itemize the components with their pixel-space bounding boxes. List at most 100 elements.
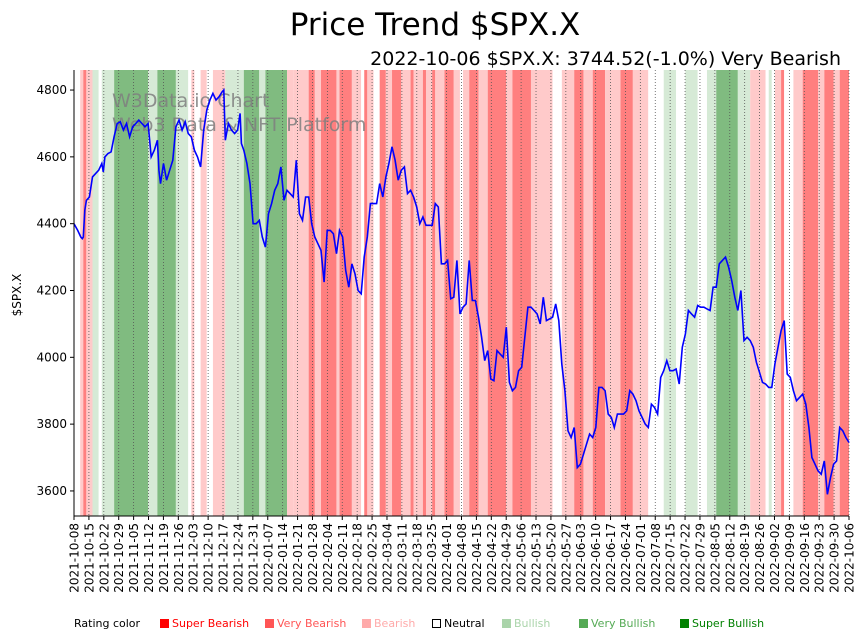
x-tick-label: 2021-12-10: [202, 523, 216, 593]
x-tick-label: 2021-11-26: [172, 523, 186, 593]
chart-subtitle: 2022-10-06 $SPX.X: 3744.52(-1.0%) Very B…: [370, 48, 841, 70]
rating-band-very-bearish: [444, 70, 454, 516]
rating-band-bearish: [506, 70, 513, 516]
x-tick-label: 2022-08-19: [738, 523, 752, 593]
x-tick-label: 2022-08-12: [723, 523, 737, 593]
x-tick-label: 2022-01-07: [261, 523, 275, 593]
rating-band-very-bearish: [308, 70, 315, 516]
rating-band-neutral: [697, 70, 707, 516]
watermark-line-1: W3Data.io Chart: [112, 90, 269, 112]
rating-band-bearish: [385, 70, 393, 516]
rating-band-bearish: [530, 70, 553, 516]
rating-band-neutral: [552, 70, 562, 516]
y-tick-label: 4800: [36, 83, 67, 97]
rating-band-bearish: [86, 70, 93, 516]
rating-band-bullish: [768, 70, 772, 516]
x-tick-label: 2022-04-01: [440, 523, 454, 593]
y-tick-label: 4400: [36, 217, 67, 231]
rating-band-neutral: [648, 70, 664, 516]
rating-band-bearish: [453, 70, 460, 516]
legend-item-bullish: Bullish: [502, 617, 550, 630]
rating-band-very-bearish: [487, 70, 507, 516]
x-tick-label: 2022-02-25: [366, 523, 380, 593]
x-tick-label: 2022-02-18: [351, 523, 365, 593]
x-tick-label: 2021-11-05: [127, 523, 141, 593]
rating-band-very-bearish: [379, 70, 386, 516]
rating-band-neutral: [373, 70, 380, 516]
rating-band-bearish: [293, 70, 309, 516]
rating-band-very-bearish: [824, 70, 834, 516]
x-tick-label: 2022-07-22: [679, 523, 693, 593]
x-axis-ticks: 2021-10-08 2021-10-15 2021-10-22 2021-10-29…: [68, 516, 857, 593]
legend-item-very-bullish: Very Bullish: [579, 617, 655, 630]
rating-band-very-bullish: [716, 70, 738, 516]
rating-band-bearish: [367, 70, 374, 516]
x-tick-label: 2022-07-29: [694, 523, 708, 593]
rating-band-neutral: [676, 70, 686, 516]
rating-band-bearish: [401, 70, 411, 516]
rating-band-bearish: [200, 70, 207, 516]
rating-band-very-bearish: [469, 70, 479, 516]
rating-band-very-bearish: [392, 70, 402, 516]
rating-band-bullish: [148, 70, 158, 516]
gridlines: [73, 70, 850, 516]
price-line-series: [73, 88, 850, 495]
x-tick-label: 2022-06-17: [604, 523, 618, 593]
legend-swatch-bearish: [362, 619, 371, 628]
rating-band-neutral: [784, 70, 794, 516]
rating-band-bearish: [818, 70, 825, 516]
x-tick-label: 2021-10-15: [82, 523, 96, 593]
legend-title: Rating color: [74, 617, 141, 630]
y-tick-label: 4600: [36, 150, 67, 164]
rating-band-very-bearish: [364, 70, 368, 516]
rating-band-neutral: [74, 70, 81, 516]
x-tick-label: 2022-05-13: [530, 523, 544, 593]
rating-band-bearish: [413, 70, 423, 516]
rating-band-very-bearish: [839, 70, 849, 516]
legend-item-very-bearish: Very Bearish: [265, 617, 346, 630]
x-tick-label: 2022-09-30: [828, 523, 842, 593]
rating-band-bearish: [583, 70, 593, 516]
x-tick-label: 2021-10-22: [97, 523, 111, 593]
rating-band-bearish: [351, 70, 362, 516]
legend-label-very-bullish: Very Bullish: [591, 617, 656, 630]
legend-swatch-neutral: [432, 619, 441, 628]
x-tick-label: 2022-09-02: [768, 523, 782, 593]
x-tick-label: 2022-07-08: [649, 523, 663, 593]
legend-item-super-bullish: Super Bullish: [680, 617, 764, 630]
rating-band-bullish: [237, 70, 244, 516]
rating-band-bearish: [774, 70, 782, 516]
legend-swatch-very-bullish: [579, 619, 588, 628]
rating-band-bearish: [336, 70, 340, 516]
legend-swatch-very-bearish: [265, 619, 274, 628]
x-tick-label: 2022-05-27: [559, 523, 573, 593]
x-tick-label: 2022-03-18: [410, 523, 424, 593]
x-tick-label: 2022-02-11: [336, 523, 350, 593]
rating-band-very-bearish: [83, 70, 87, 516]
rating-band-bullish: [225, 70, 238, 516]
rating-band-neutral: [194, 70, 201, 516]
x-tick-label: 2022-01-14: [276, 523, 290, 593]
x-tick-label: 2022-05-20: [544, 523, 558, 593]
rating-band-bearish: [314, 70, 322, 516]
legend-label-super-bearish: Super Bearish: [172, 617, 250, 630]
x-tick-label: 2021-11-12: [142, 523, 156, 593]
x-tick-label: 2021-10-29: [112, 523, 126, 593]
x-tick-label: 2022-09-23: [813, 523, 827, 593]
x-tick-label: 2022-07-15: [664, 523, 678, 593]
rating-band-very-bullish: [243, 70, 260, 516]
x-tick-label: 2022-06-10: [589, 523, 603, 593]
x-tick-label: 2022-03-25: [425, 523, 439, 593]
rating-band-very-bearish: [620, 70, 633, 516]
rating-band-very-bullish: [114, 70, 149, 516]
rating-band-very-bullish: [265, 70, 288, 516]
rating-band-bearish: [435, 70, 445, 516]
y-tick-label: 4000: [36, 350, 67, 364]
rating-band-bearish: [793, 70, 803, 516]
rating-bands: [74, 70, 849, 516]
x-tick-label: 2022-04-08: [455, 523, 469, 593]
y-axis-label: $SPX.X: [10, 274, 24, 317]
x-tick-label: 2022-03-04: [381, 523, 395, 593]
x-tick-label: 2021-12-31: [246, 523, 260, 593]
x-tick-label: 2022-10-06: [843, 523, 857, 593]
